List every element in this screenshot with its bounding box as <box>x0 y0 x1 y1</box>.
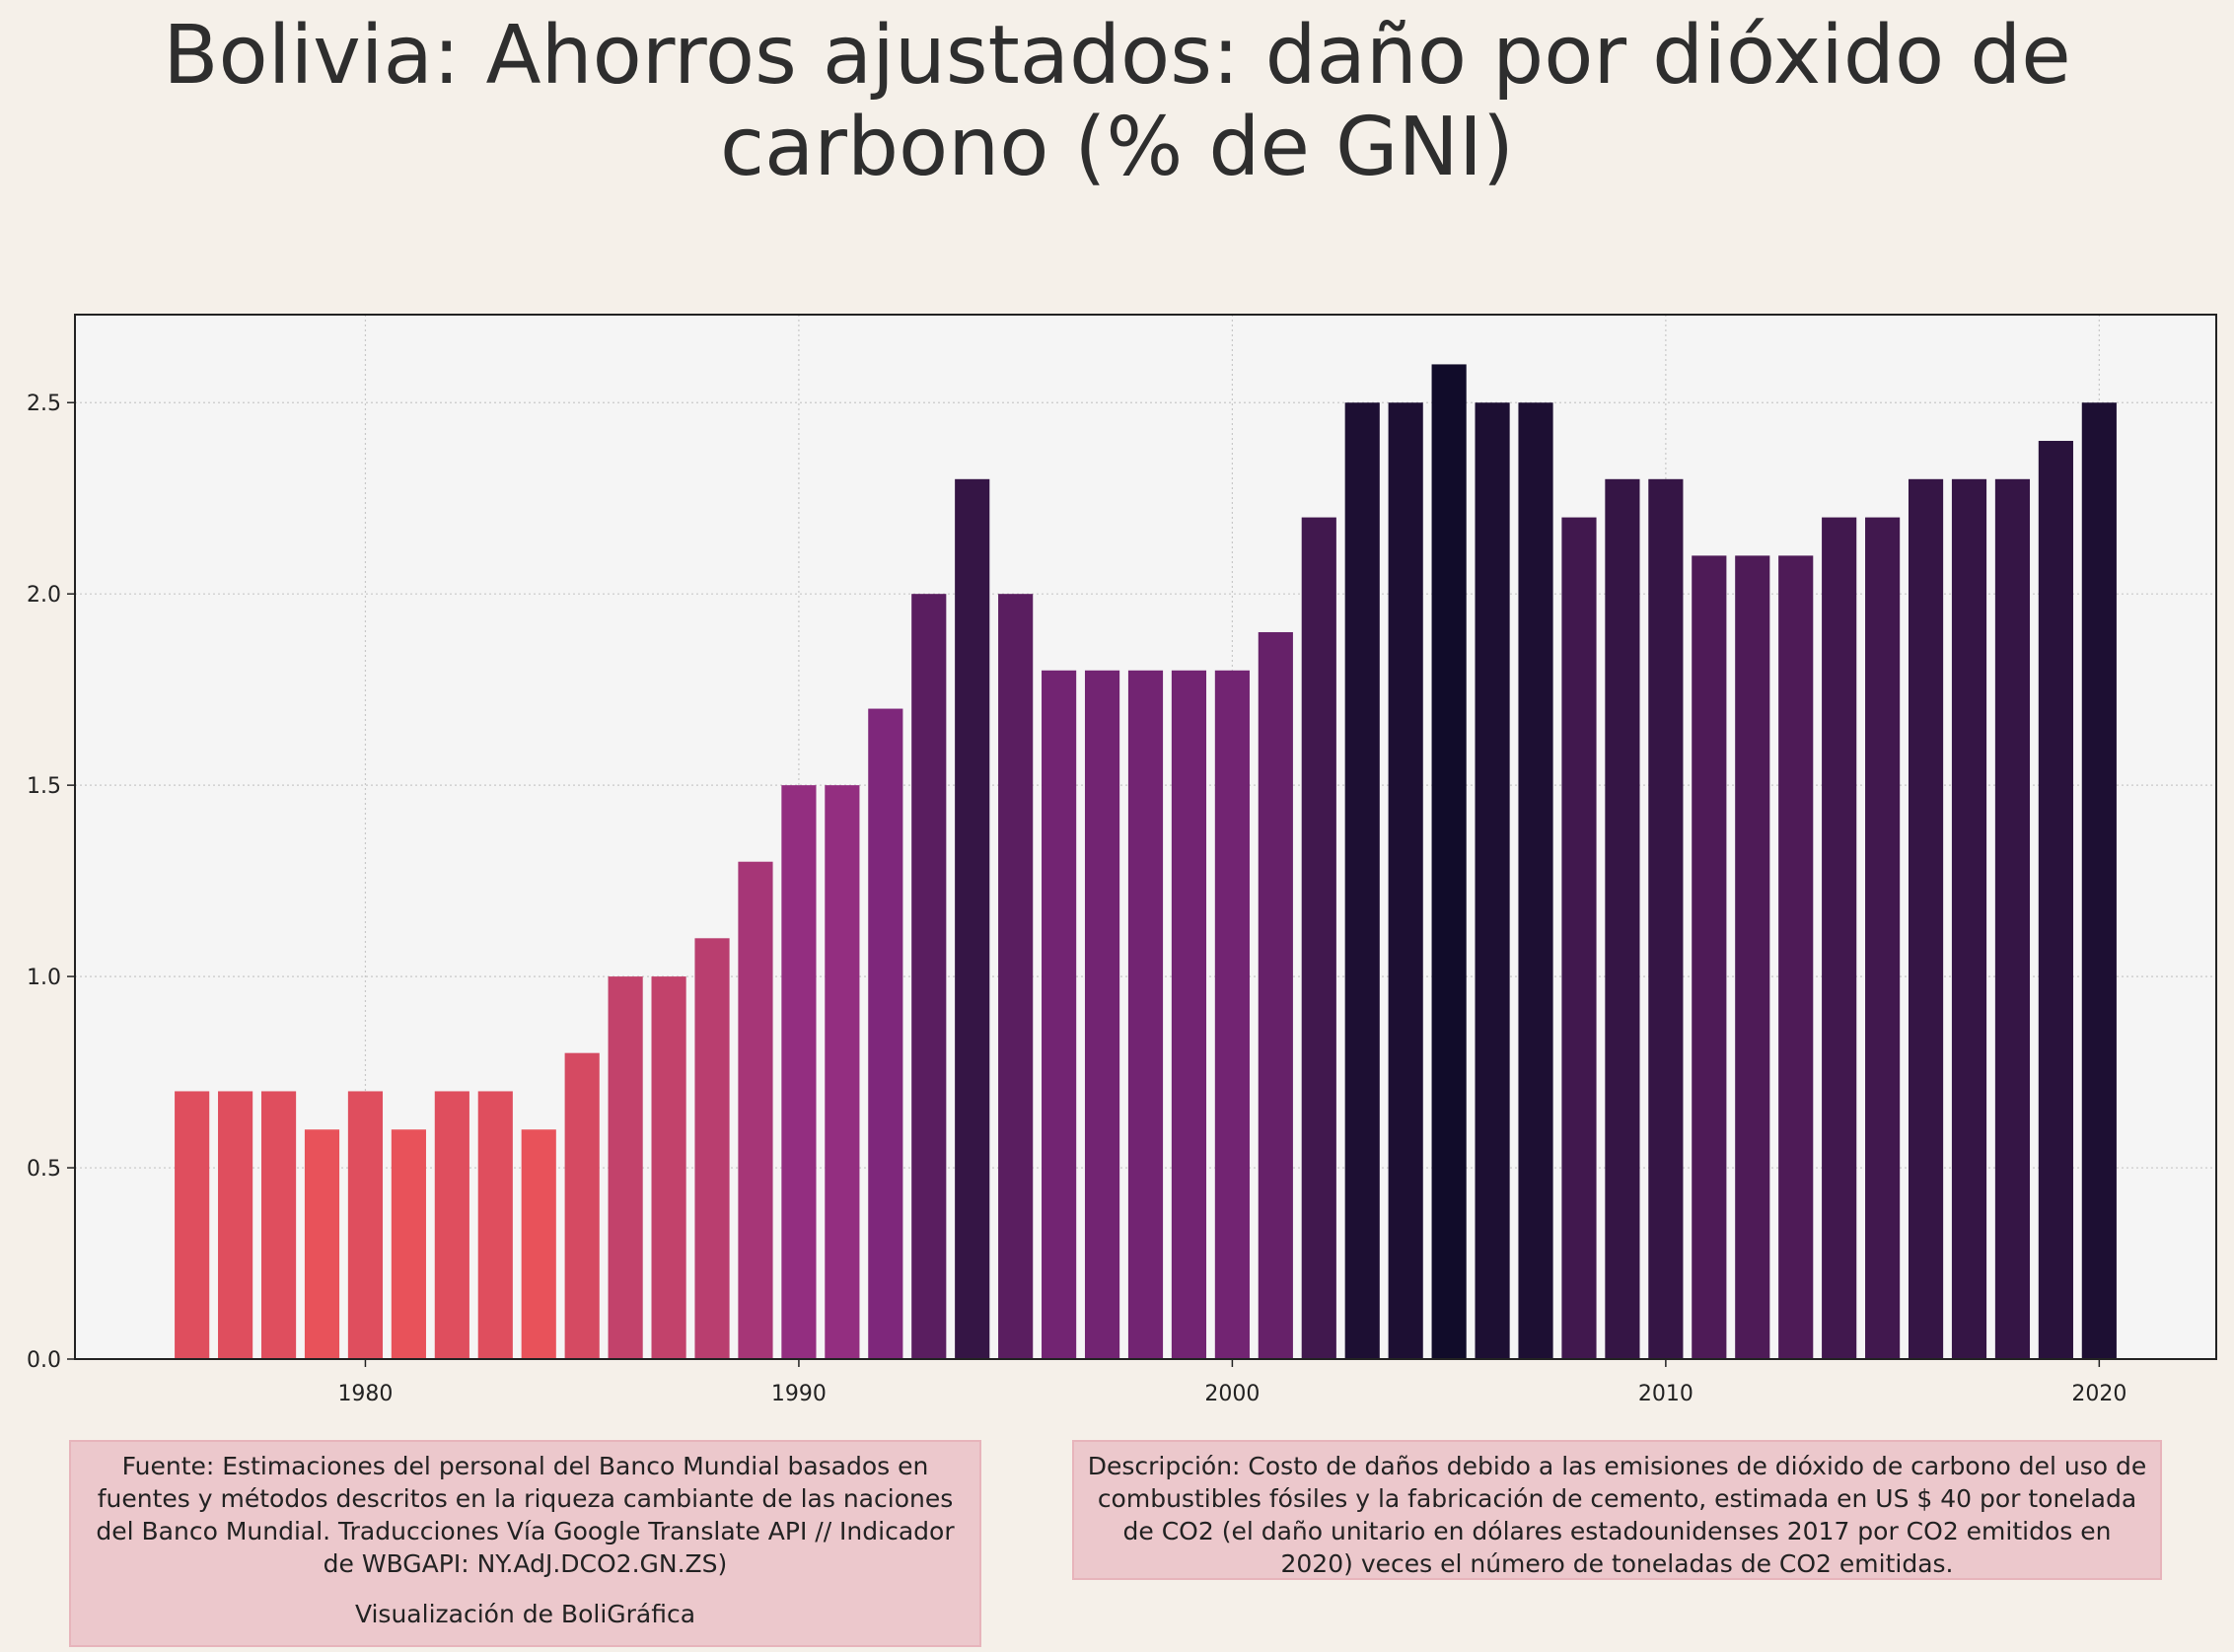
y-tick-label: 0.5 <box>27 1157 61 1182</box>
bar-1988 <box>694 938 730 1359</box>
bar-2009 <box>1605 478 1640 1359</box>
bar-1999 <box>1171 670 1207 1359</box>
bar-1977 <box>218 1091 253 1359</box>
bar-2006 <box>1475 402 1510 1359</box>
x-axis: 1980 1990 2000 2010 2020 <box>337 1359 2126 1406</box>
bar-2001 <box>1258 631 1293 1359</box>
bar-1987 <box>651 976 686 1359</box>
bar-1980 <box>347 1091 384 1359</box>
bar-1982 <box>434 1091 469 1359</box>
bar-1997 <box>1084 670 1120 1359</box>
bar-2005 <box>1431 364 1467 1359</box>
bar-2007 <box>1518 402 1553 1359</box>
x-tick-label: 1980 <box>337 1382 393 1406</box>
bar-2003 <box>1344 402 1380 1359</box>
y-tick-label: 0.0 <box>27 1348 61 1373</box>
bar-1978 <box>260 1091 297 1359</box>
bar-2010 <box>1648 478 1684 1359</box>
bar-2019 <box>2038 441 2073 1359</box>
x-tick-label: 2010 <box>1638 1382 1694 1406</box>
bar-2004 <box>1388 402 1423 1359</box>
description-text: Descripción: Costo de daños debido a las… <box>1087 1452 2147 1578</box>
x-tick-label: 2020 <box>2071 1382 2126 1406</box>
bar-2020 <box>2081 402 2117 1359</box>
bar-1979 <box>304 1129 340 1359</box>
y-tick-label: 2.0 <box>27 583 61 608</box>
bars <box>175 364 2117 1359</box>
bar-1983 <box>477 1091 513 1359</box>
bar-2015 <box>1865 517 1901 1359</box>
y-axis: 0.0 0.5 1.0 1.5 2.0 2.5 <box>27 392 75 1373</box>
bar-2018 <box>1994 478 2031 1359</box>
source-text: Fuente: Estimaciones del personal del Ba… <box>96 1452 955 1578</box>
bar-1976 <box>175 1091 210 1359</box>
bar-1998 <box>1127 670 1164 1359</box>
chart-title: Bolivia: Ahorros ajustados: daño por dió… <box>163 9 2071 195</box>
bar-1986 <box>608 976 643 1359</box>
bar-2002 <box>1301 517 1336 1359</box>
bar-1995 <box>998 594 1034 1359</box>
bar-chart: 0.0 0.5 1.0 1.5 2.0 2.5 1980 1990 2000 2010 2020 <box>27 314 2217 1406</box>
plot-frame <box>74 314 2217 1360</box>
bar-2014 <box>1822 517 1857 1359</box>
credit-text: Visualización de BoliGráfica <box>354 1600 696 1628</box>
bar-1994 <box>955 478 990 1359</box>
bar-2017 <box>1951 478 1987 1359</box>
bar-1991 <box>825 785 860 1359</box>
bar-1993 <box>911 594 947 1359</box>
source-note: Fuente: Estimaciones del personal del Ba… <box>69 1440 981 1647</box>
bar-2012 <box>1735 555 1770 1359</box>
bar-2008 <box>1561 517 1597 1359</box>
y-tick-label: 1.0 <box>27 966 61 990</box>
y-tick-label: 2.5 <box>27 392 61 416</box>
bar-2013 <box>1778 555 1814 1359</box>
bar-1981 <box>391 1129 426 1359</box>
bar-1984 <box>521 1129 556 1359</box>
bar-1985 <box>564 1052 600 1359</box>
bar-2000 <box>1214 670 1250 1359</box>
bar-2016 <box>1908 478 1944 1359</box>
bar-1989 <box>738 861 773 1359</box>
bar-1996 <box>1042 670 1077 1359</box>
bar-1990 <box>781 785 817 1359</box>
description-note: Descripción: Costo de daños debido a las… <box>1072 1440 2162 1580</box>
y-tick-label: 1.5 <box>27 774 61 799</box>
x-tick-label: 1990 <box>771 1382 827 1406</box>
bar-2011 <box>1692 555 1727 1359</box>
bar-1992 <box>868 708 903 1359</box>
x-tick-label: 2000 <box>1204 1382 1260 1406</box>
